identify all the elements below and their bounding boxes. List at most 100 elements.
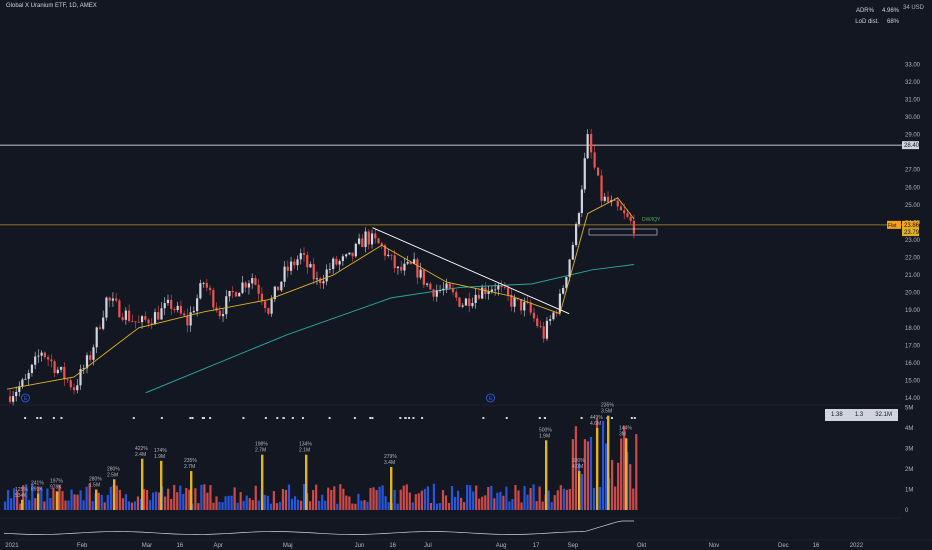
volume-bar bbox=[529, 487, 532, 510]
time-tick-label: Aug bbox=[496, 543, 507, 549]
candle-body bbox=[186, 315, 189, 326]
volume-bar bbox=[133, 501, 137, 510]
candle-body bbox=[208, 287, 212, 290]
signal-dot bbox=[353, 417, 356, 419]
candle-body bbox=[506, 287, 510, 295]
volume-abs-label: 2.5M bbox=[107, 472, 118, 478]
candle-body bbox=[179, 305, 183, 314]
signal-dot bbox=[52, 417, 55, 419]
volume-bar bbox=[490, 485, 493, 510]
volume-bar bbox=[118, 489, 121, 510]
candle-body bbox=[583, 158, 586, 190]
volume-bar bbox=[444, 495, 448, 510]
candle-body bbox=[325, 269, 328, 282]
earnings-label: E bbox=[24, 396, 28, 402]
candle-body bbox=[121, 317, 124, 320]
candle-body bbox=[574, 224, 578, 245]
volume-pct-label: 330% bbox=[572, 458, 585, 464]
volume-pct-label: 279% bbox=[384, 454, 397, 460]
candle-body bbox=[438, 290, 442, 291]
volume-spike-bar bbox=[305, 454, 308, 510]
volume-spike-bar bbox=[607, 415, 610, 510]
volume-bar bbox=[272, 491, 275, 510]
candle-body bbox=[199, 283, 202, 299]
candle-body bbox=[338, 261, 341, 265]
signal-dot bbox=[544, 417, 547, 419]
candle-body bbox=[264, 301, 267, 309]
volume-bar bbox=[145, 489, 149, 510]
volume-bar bbox=[441, 490, 445, 510]
signal-dot bbox=[242, 417, 245, 419]
candle-body bbox=[124, 310, 127, 320]
volume-pct-label: 125% bbox=[15, 487, 28, 493]
candle-body bbox=[536, 318, 539, 327]
candle-body bbox=[383, 245, 387, 256]
signal-dot bbox=[633, 417, 636, 419]
volume-bar bbox=[287, 484, 291, 510]
volume-bar bbox=[438, 503, 442, 510]
volume-bar bbox=[296, 499, 300, 510]
price-tick-label: 30.00 bbox=[905, 115, 921, 121]
candle-body bbox=[18, 386, 21, 392]
signal-dot bbox=[301, 417, 304, 419]
volume-bar bbox=[538, 486, 541, 510]
candle-body bbox=[442, 288, 445, 291]
volume-bar bbox=[91, 501, 94, 510]
candle-body bbox=[380, 243, 383, 246]
volume-bar bbox=[321, 494, 324, 510]
volume-bar bbox=[562, 488, 565, 510]
signal-dot bbox=[201, 417, 204, 419]
volume-bar bbox=[4, 501, 7, 510]
volume-bar bbox=[559, 485, 562, 510]
candle-body bbox=[374, 233, 377, 239]
candle-body bbox=[27, 372, 30, 379]
volume-bar bbox=[547, 490, 550, 510]
candle-body bbox=[59, 366, 63, 370]
volume-bar bbox=[245, 495, 248, 510]
candle-body bbox=[487, 291, 490, 294]
last-price-label: 23.79 bbox=[904, 230, 920, 236]
candle-body bbox=[416, 259, 419, 278]
volume-abs-label: 534K bbox=[15, 493, 27, 499]
candle-body bbox=[102, 317, 105, 329]
volume-bar bbox=[88, 483, 91, 510]
volume-bar bbox=[173, 484, 176, 510]
candle-body bbox=[247, 283, 251, 288]
candle-body bbox=[409, 261, 412, 264]
signal-dot bbox=[39, 417, 42, 419]
price-unit-label: 34 USD bbox=[903, 5, 925, 11]
volume-bar bbox=[399, 489, 402, 510]
volume-bar bbox=[330, 489, 333, 510]
candle-body bbox=[189, 312, 192, 326]
candle-body bbox=[173, 308, 176, 311]
volume-bar bbox=[532, 484, 535, 510]
price-tick-label: 16.00 bbox=[905, 361, 921, 367]
candle-body bbox=[273, 286, 276, 300]
volume-bar bbox=[197, 503, 200, 510]
volume-bar bbox=[475, 485, 478, 510]
volume-bar bbox=[106, 494, 109, 510]
volume-bar bbox=[611, 460, 614, 510]
candle-body bbox=[241, 282, 244, 293]
signal-dot bbox=[505, 417, 508, 419]
volume-bar bbox=[155, 491, 158, 510]
candle-body bbox=[92, 347, 95, 360]
volume-abs-label: 2.1M bbox=[299, 448, 310, 454]
volume-bar bbox=[339, 484, 342, 510]
candle-body bbox=[231, 291, 234, 293]
volume-tick-label: 3M bbox=[905, 447, 913, 453]
price-tick-label: 23.00 bbox=[905, 238, 921, 244]
price-tick-label: 25.00 bbox=[905, 203, 921, 209]
candle-body bbox=[526, 302, 529, 303]
volume-bar bbox=[420, 490, 423, 510]
volume-bar bbox=[601, 420, 605, 510]
time-tick-label: Mar bbox=[142, 543, 152, 549]
volume-stat-2: 1.3 bbox=[854, 412, 864, 418]
volume-bar bbox=[34, 498, 37, 510]
candle-body bbox=[370, 233, 374, 245]
volume-bar bbox=[632, 488, 635, 510]
candle-body bbox=[315, 278, 319, 280]
candle-body bbox=[539, 326, 542, 327]
volume-bar bbox=[360, 500, 363, 510]
